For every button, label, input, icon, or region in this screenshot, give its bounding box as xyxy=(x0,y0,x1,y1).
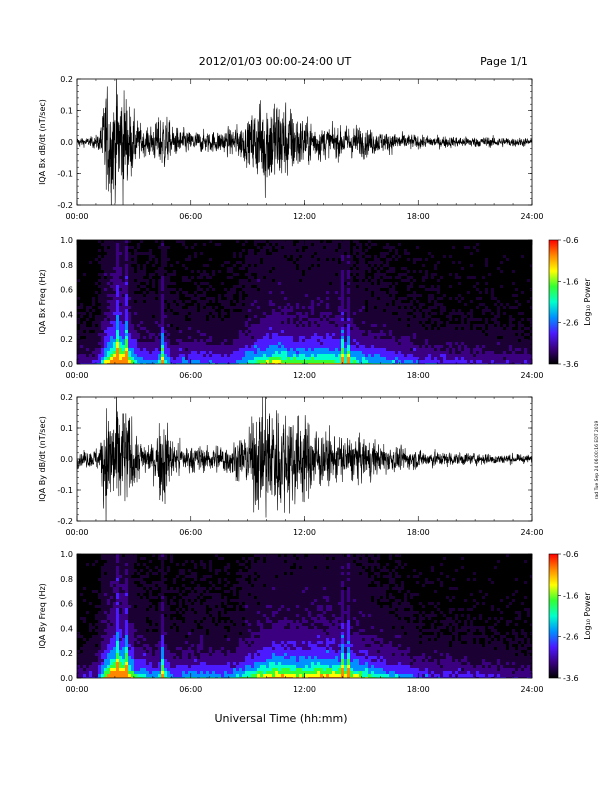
colorbar-title: Log₁₀ Power xyxy=(583,278,592,326)
panel-bx-freq: -0.6 -1.6 -2.6 -3.6 Log₁₀ Power 0.0 0.2 0.4 0.6 0… xyxy=(38,236,592,380)
x-tick-label: 24:00 xyxy=(520,685,543,694)
y-tick-label: 0.2 xyxy=(60,649,73,658)
x-tick-label: 00:00 xyxy=(65,528,88,537)
header-page-number: Page 1/1 xyxy=(480,55,528,68)
x-tick-label: 06:00 xyxy=(179,212,202,221)
x-tick-label: 00:00 xyxy=(65,212,88,221)
x-tick-label: 12:00 xyxy=(293,685,316,694)
x-tick-label: 12:00 xyxy=(293,528,316,537)
y-axis-title: IQA By Freq (Hz) xyxy=(38,583,47,649)
colorbar-bx-freq: -0.6 -1.6 -2.6 -3.6 Log₁₀ Power xyxy=(549,236,592,369)
y-tick-label: 1.0 xyxy=(60,550,73,559)
x-tick-label: 06:00 xyxy=(179,685,202,694)
heatmap-cells-by-freq xyxy=(77,554,533,680)
series-trace-by-dbdt xyxy=(77,380,532,532)
panel-by-freq: -0.6 -1.6 -2.6 -3.6 Log₁₀ Power 0.0 0.2 0.4 0.6 0… xyxy=(38,550,592,694)
y-axis-title: IQA Bx dB/dt (nT/sec) xyxy=(38,99,47,185)
y-tick-label: 0.2 xyxy=(60,335,73,344)
y-tick-label: 0.6 xyxy=(60,600,73,609)
y-tick-label: 0.2 xyxy=(60,75,73,84)
y-tick-label: 0.0 xyxy=(60,138,73,147)
colorbar-tick-label: -3.6 xyxy=(563,674,579,683)
x-tick-label: 24:00 xyxy=(520,212,543,221)
colorbar-gradient xyxy=(549,240,558,364)
x-tick-label: 24:00 xyxy=(520,371,543,380)
y-tick-label: 0.2 xyxy=(60,393,73,402)
x-tick-label: 12:00 xyxy=(293,371,316,380)
panel-by-dbdt: -0.2 -0.1 0.0 0.1 0.2 00:00 06:00 12:00 18:00 24:… xyxy=(38,380,544,537)
panel-bx-dbdt: -0.2 -0.1 0.0 0.1 0.2 00:00 06:00 12:00 18:00 24:… xyxy=(38,74,544,221)
y-tick-label: 0.4 xyxy=(60,624,73,633)
y-tick-label: 0.8 xyxy=(60,575,73,584)
x-tick-label: 18:00 xyxy=(407,371,430,380)
y-tick-label: -0.2 xyxy=(57,517,73,526)
colorbar-tick-label: -1.6 xyxy=(563,591,579,600)
side-note: rad Tue Sep 24 06:00:16 EDT 2019 xyxy=(594,421,600,500)
y-tick-label: 0.0 xyxy=(60,674,73,683)
x-tick-label: 18:00 xyxy=(407,212,430,221)
y-tick-label: -0.1 xyxy=(57,170,73,179)
colorbar-by-freq: -0.6 -1.6 -2.6 -3.6 Log₁₀ Power xyxy=(549,550,592,683)
x-tick-label: 12:00 xyxy=(293,212,316,221)
colorbar-tick-label: -2.6 xyxy=(563,319,579,328)
y-tick-label: 0.1 xyxy=(60,107,73,116)
series-trace-bx-dbdt xyxy=(77,74,532,212)
y-tick-label: 1.0 xyxy=(60,236,73,245)
panels: -0.2 -0.1 0.0 0.1 0.2 00:00 06:00 12:00 18:00 24:… xyxy=(38,74,592,694)
x-tick-label: 06:00 xyxy=(179,528,202,537)
y-tick-label: 0.6 xyxy=(60,286,73,295)
colorbar-tick-label: -0.6 xyxy=(563,550,579,559)
x-tick-label: 18:00 xyxy=(407,528,430,537)
y-tick-label: 0.0 xyxy=(60,455,73,464)
y-axis-title: IQA Bx Freq (Hz) xyxy=(38,269,47,335)
x-tick-label: 18:00 xyxy=(407,685,430,694)
colorbar-gradient xyxy=(549,554,558,678)
y-tick-label: -0.2 xyxy=(57,201,73,210)
x-tick-label: 00:00 xyxy=(65,685,88,694)
colorbar-title: Log₁₀ Power xyxy=(583,592,592,640)
y-tick-label: 0.0 xyxy=(60,360,73,369)
colorbar-tick-label: -3.6 xyxy=(563,360,579,369)
y-axis-title: IQA By dB/dt (nT/sec) xyxy=(38,416,47,502)
colorbar-tick-label: -2.6 xyxy=(563,633,579,642)
y-tick-label: 0.4 xyxy=(60,310,73,319)
x-axis-title: Universal Time (hh:mm) xyxy=(215,712,348,725)
colorbar-tick-label: -0.6 xyxy=(563,236,579,245)
x-tick-label: 24:00 xyxy=(520,528,543,537)
y-tick-label: 0.1 xyxy=(60,424,73,433)
colorbar-tick-label: -1.6 xyxy=(563,277,579,286)
x-tick-label: 06:00 xyxy=(179,371,202,380)
y-tick-label: -0.1 xyxy=(57,486,73,495)
header-date-range: 2012/01/03 00:00-24:00 UT xyxy=(199,55,352,68)
x-tick-label: 00:00 xyxy=(65,371,88,380)
y-tick-label: 0.8 xyxy=(60,261,73,270)
